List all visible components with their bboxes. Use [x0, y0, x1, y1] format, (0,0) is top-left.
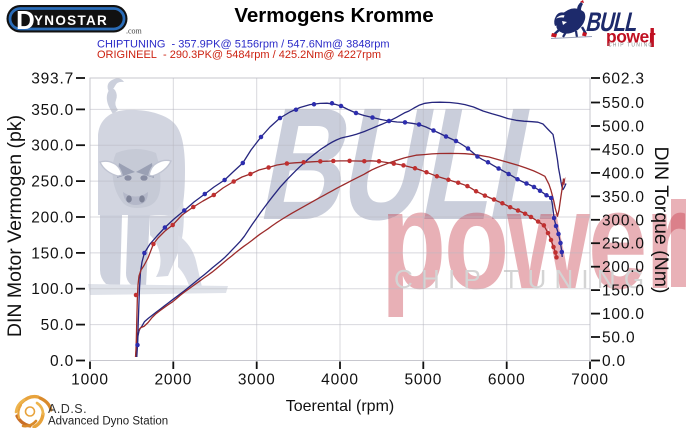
svg-text:6000: 6000 [488, 372, 526, 389]
svg-text:Vermogens Kromme: Vermogens Kromme [234, 4, 433, 27]
svg-text:4000: 4000 [321, 372, 359, 389]
svg-text:602.3: 602.3 [602, 71, 645, 88]
svg-text:250.0: 250.0 [602, 236, 645, 253]
svg-text:100.0: 100.0 [602, 306, 645, 323]
svg-text:7000: 7000 [571, 372, 609, 389]
svg-text:DIN Motor Vermogen (pk): DIN Motor Vermogen (pk) [4, 115, 26, 337]
svg-text:50.0: 50.0 [41, 317, 74, 334]
svg-text:2000: 2000 [154, 372, 192, 389]
svg-text:3000: 3000 [238, 372, 276, 389]
svg-text:150.0: 150.0 [31, 245, 74, 262]
svg-text:500.0: 500.0 [602, 119, 645, 136]
svg-text:5000: 5000 [404, 372, 442, 389]
svg-text:400.0: 400.0 [602, 165, 645, 182]
svg-text:power: power [606, 27, 656, 47]
svg-text:BULL: BULL [583, 8, 640, 38]
svg-text:200.0: 200.0 [602, 259, 645, 276]
svg-text:D: D [16, 5, 35, 35]
svg-text:393.7: 393.7 [31, 71, 74, 88]
svg-text:50.0: 50.0 [602, 330, 635, 347]
svg-text:450.0: 450.0 [602, 142, 645, 159]
svg-text:350.0: 350.0 [31, 102, 74, 119]
svg-text:250.0: 250.0 [31, 174, 74, 191]
svg-text:A.D.S.: A.D.S. [48, 402, 87, 416]
svg-text:ORIGINEEL - 290.3PK@ 5484rpm: ORIGINEEL - 290.3PK@ 5484rpm / 425.2Nm@ … [97, 49, 381, 61]
svg-text:YNOSTAR: YNOSTAR [34, 13, 108, 28]
svg-text:100.0: 100.0 [31, 281, 74, 298]
svg-text:1000: 1000 [71, 372, 109, 389]
svg-text:0.0: 0.0 [50, 353, 74, 370]
svg-text:150.0: 150.0 [602, 283, 645, 300]
svg-text:CHIPTUNING - 357.9PK@ 5156rpm: CHIPTUNING - 357.9PK@ 5156rpm / 547.6Nm@… [97, 39, 390, 51]
svg-text:300.0: 300.0 [31, 138, 74, 155]
svg-text:Toerental (rpm): Toerental (rpm) [286, 398, 394, 415]
svg-text:.com: .com [126, 27, 143, 36]
svg-text:300.0: 300.0 [602, 212, 645, 229]
svg-text:350.0: 350.0 [602, 189, 645, 206]
svg-text:Advanced Dyno Station: Advanced Dyno Station [48, 416, 168, 428]
svg-text:200.0: 200.0 [31, 210, 74, 227]
svg-text:DIN Torque (Nm): DIN Torque (Nm) [650, 146, 672, 293]
svg-text:550.0: 550.0 [602, 95, 645, 112]
svg-text:0.0: 0.0 [602, 353, 626, 370]
svg-text:CHIP TUNING: CHIP TUNING [608, 43, 654, 49]
